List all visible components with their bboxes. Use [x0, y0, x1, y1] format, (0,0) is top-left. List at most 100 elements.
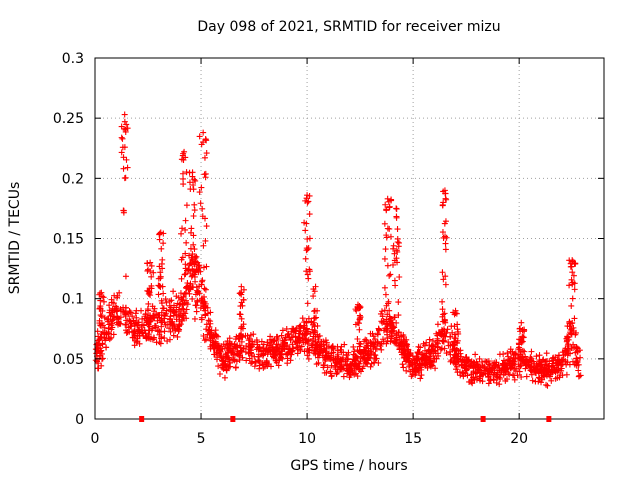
data-point — [396, 273, 403, 280]
x-tick-labels: 0 5 10 15 20 — [91, 431, 529, 447]
data-point — [485, 374, 492, 381]
data-point — [304, 192, 311, 199]
data-point — [151, 315, 158, 322]
data-point — [180, 181, 187, 188]
data-point — [518, 374, 525, 381]
data-point — [120, 207, 127, 214]
data-point — [360, 363, 367, 370]
data-point — [565, 343, 572, 350]
data-point — [123, 156, 130, 163]
data-point — [450, 359, 457, 366]
data-point — [570, 272, 577, 279]
data-point — [399, 341, 406, 348]
data-point — [111, 292, 118, 299]
gap-marker — [230, 416, 236, 422]
data-point — [550, 357, 557, 364]
data-point — [203, 223, 210, 230]
data-point — [288, 348, 295, 355]
data-point — [179, 170, 186, 177]
data-point — [565, 334, 572, 341]
data-point — [126, 328, 133, 335]
data-point — [181, 148, 188, 155]
data-point — [267, 333, 274, 340]
data-point — [450, 355, 457, 362]
data-point — [442, 273, 449, 280]
data-point — [341, 341, 348, 348]
data-point — [311, 347, 318, 354]
data-point — [138, 307, 145, 314]
data-point — [122, 313, 129, 320]
data-point — [476, 373, 483, 380]
data-point — [312, 341, 319, 348]
data-point — [350, 343, 357, 350]
data-point — [523, 373, 530, 380]
data-point — [190, 212, 197, 219]
data-point — [538, 379, 545, 386]
data-point — [207, 318, 214, 325]
data-point — [395, 239, 402, 246]
data-point — [132, 310, 139, 317]
data-point — [120, 308, 127, 315]
data-point — [383, 207, 390, 214]
data-point — [98, 334, 105, 341]
data-point — [544, 368, 551, 375]
data-point — [202, 135, 209, 142]
data-point — [573, 344, 580, 351]
data-point — [259, 347, 266, 354]
data-point — [231, 341, 238, 348]
data-point — [434, 350, 441, 357]
data-point — [127, 309, 134, 316]
data-point — [456, 368, 463, 375]
data-point — [183, 290, 190, 297]
data-point — [551, 364, 558, 371]
data-point — [552, 375, 559, 382]
y-axis-label: SRMTID / TECUs — [7, 182, 23, 295]
data-point — [179, 297, 186, 304]
data-point — [195, 262, 202, 269]
data-point — [433, 355, 440, 362]
data-point — [284, 331, 291, 338]
data-point — [182, 217, 189, 224]
data-point — [393, 205, 400, 212]
data-point — [146, 312, 153, 319]
data-point — [357, 350, 364, 357]
data-point — [441, 187, 448, 194]
data-point — [193, 308, 200, 315]
data-point — [503, 362, 510, 369]
data-point — [182, 154, 189, 161]
data-point — [236, 334, 243, 341]
data-point — [164, 321, 171, 328]
data-point — [528, 348, 535, 355]
data-point — [575, 367, 582, 374]
data-point — [485, 361, 492, 368]
data-point — [567, 263, 574, 270]
data-point — [404, 355, 411, 362]
data-point — [290, 329, 297, 336]
data-point — [321, 362, 328, 369]
data-point — [335, 354, 342, 361]
data-point — [472, 351, 479, 358]
data-point — [174, 300, 181, 307]
data-point — [408, 373, 415, 380]
data-point — [276, 345, 283, 352]
data-point — [118, 149, 125, 156]
data-point — [575, 373, 582, 380]
data-point — [516, 351, 523, 358]
data-point — [150, 269, 157, 276]
data-point — [155, 282, 162, 289]
data-point — [122, 126, 129, 133]
data-point — [157, 269, 164, 276]
data-point — [216, 371, 223, 378]
data-point — [370, 333, 377, 340]
data-point — [496, 374, 503, 381]
data-point — [158, 323, 165, 330]
data-point — [407, 350, 414, 357]
data-point — [528, 357, 535, 364]
data-point — [378, 318, 385, 325]
data-point — [535, 374, 542, 381]
data-point — [548, 377, 555, 384]
data-point — [453, 363, 460, 370]
data-point — [223, 341, 230, 348]
data-point — [163, 299, 170, 306]
data-point — [288, 328, 295, 335]
